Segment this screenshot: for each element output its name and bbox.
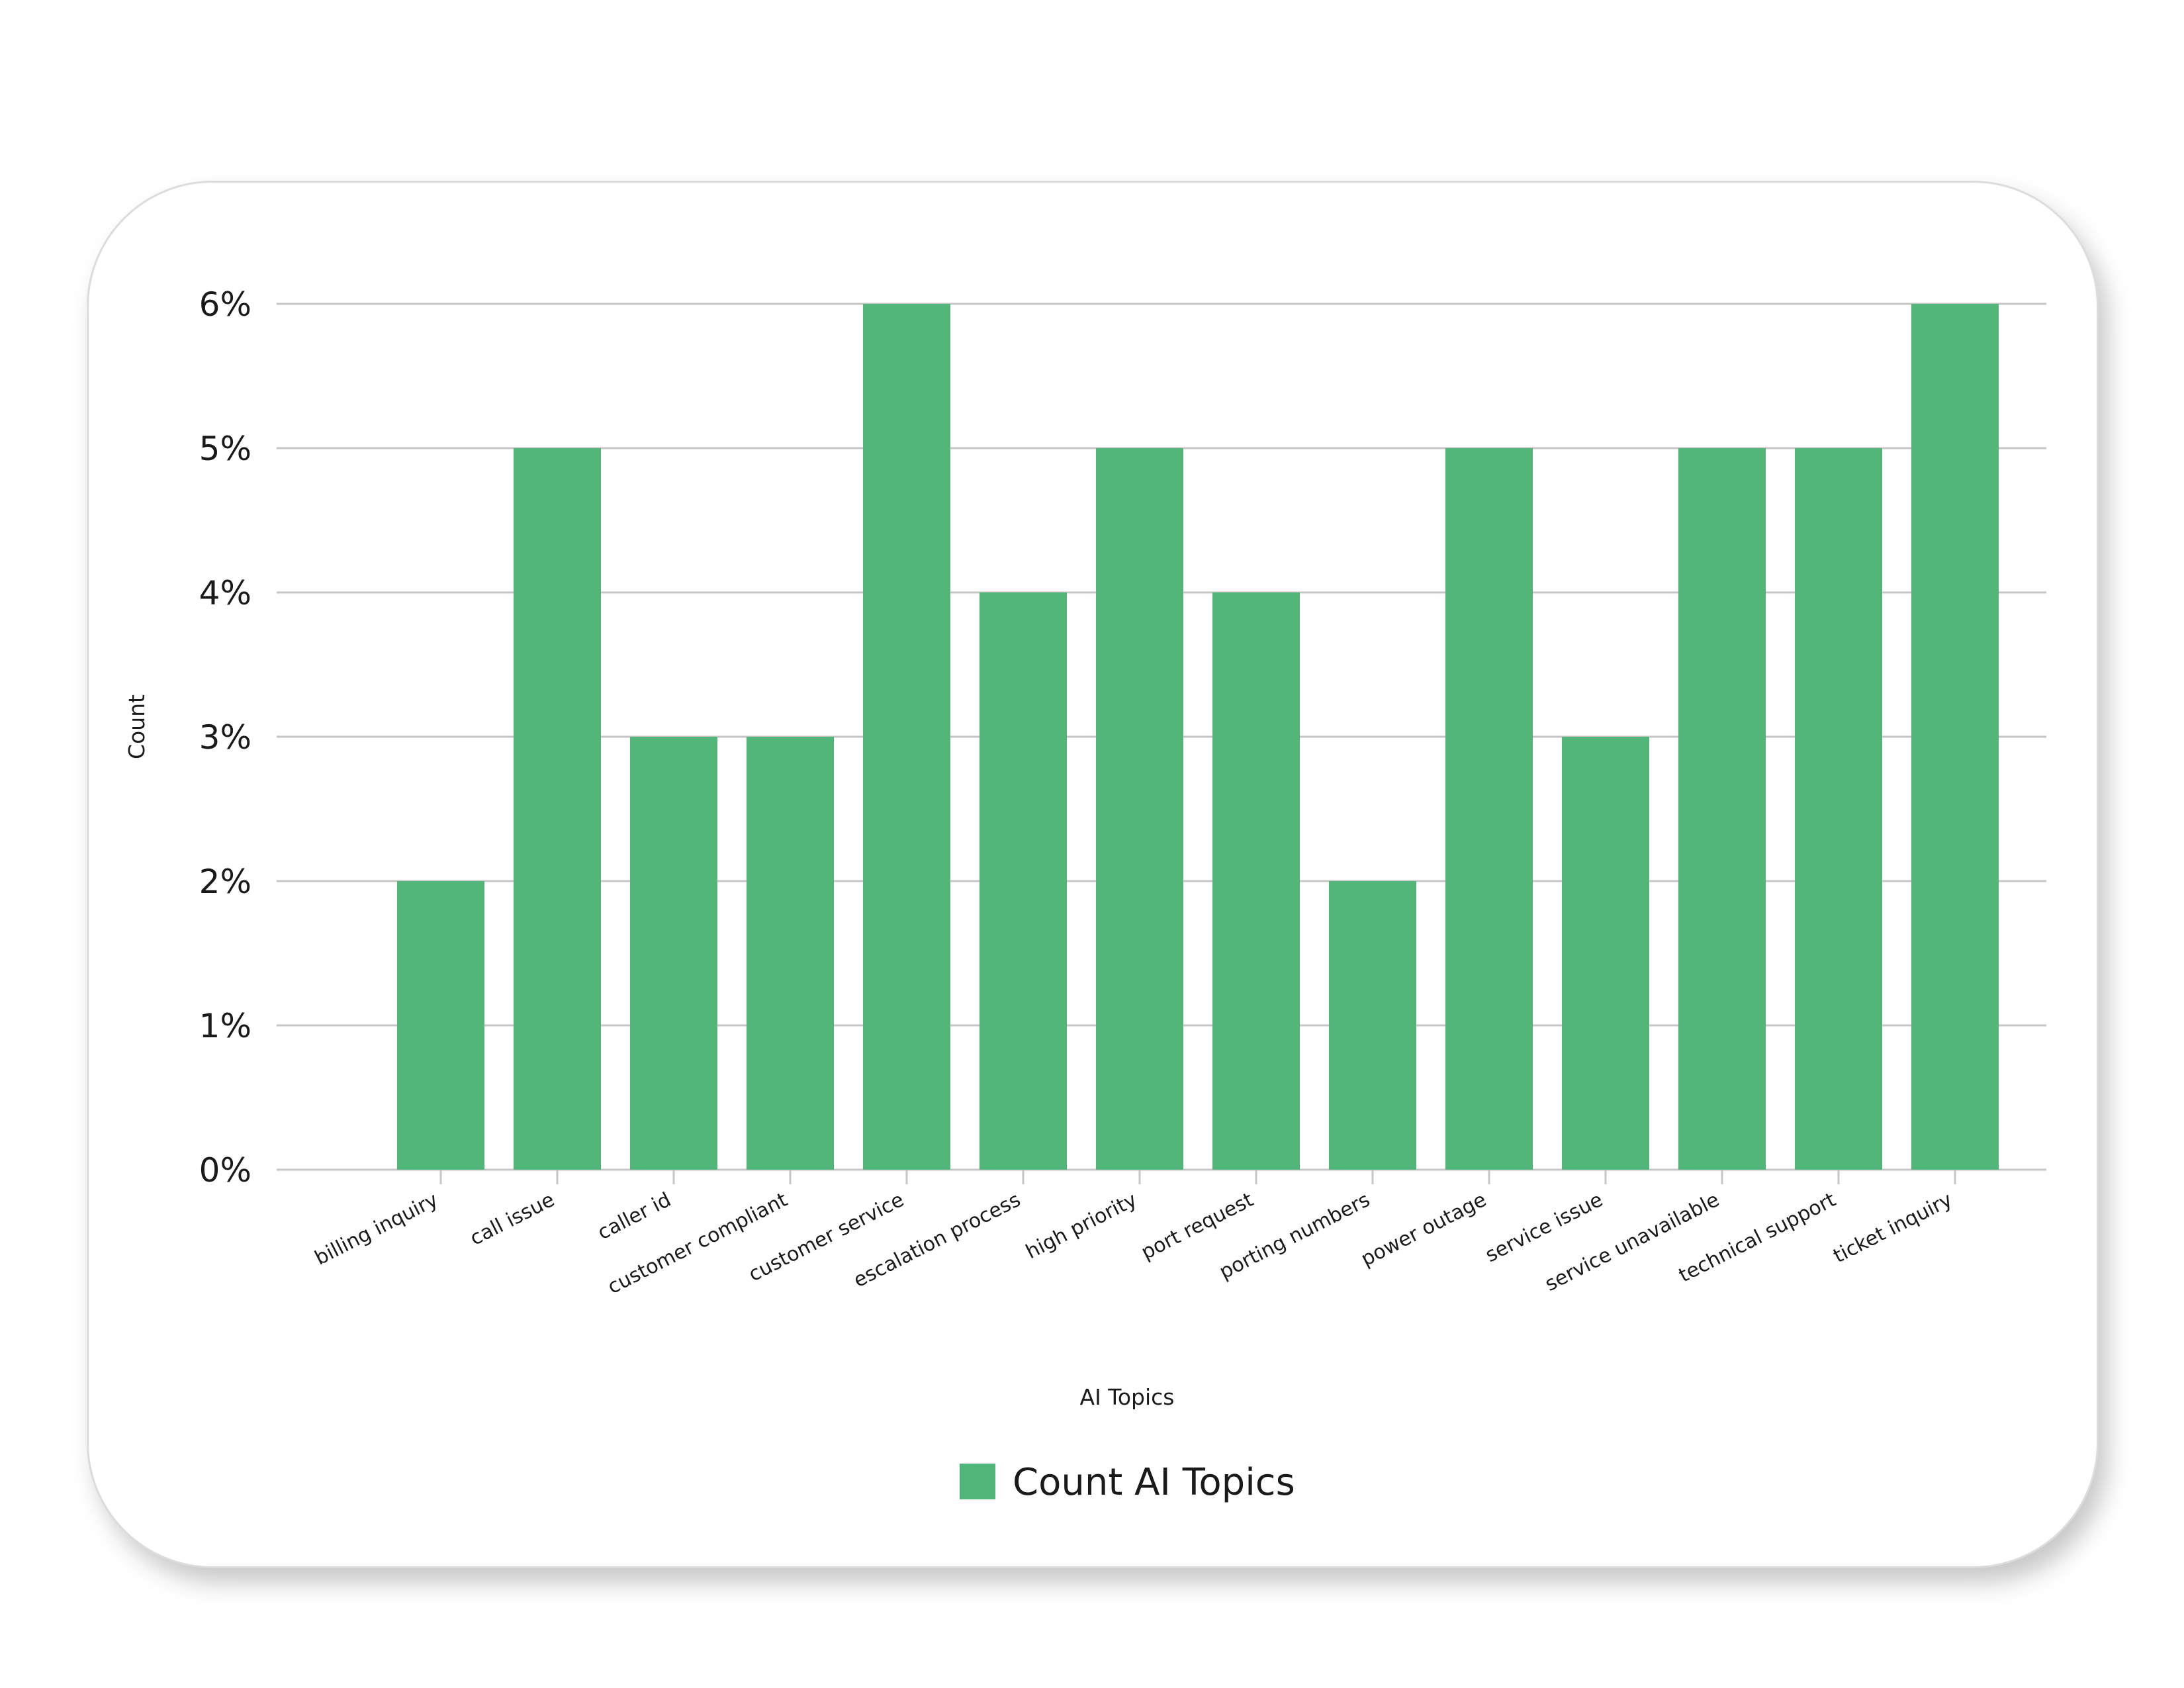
x-tick-label: billing inquiry <box>311 1188 441 1270</box>
bar[interactable] <box>1445 448 1533 1170</box>
y-tick-label: 1% <box>199 1007 251 1045</box>
bar[interactable] <box>1329 881 1416 1170</box>
y-tick-label: 0% <box>199 1151 251 1190</box>
y-tick-label: 3% <box>199 718 251 757</box>
bar[interactable] <box>1911 304 1999 1170</box>
legend-label: Count AI Topics <box>1013 1461 1295 1504</box>
legend[interactable]: Count AI Topics <box>960 1461 1295 1504</box>
y-tick-label: 6% <box>199 285 251 324</box>
y-tick-label: 2% <box>199 863 251 901</box>
y-axis-tick-labels: 0% 1% 2% 3% 4% 5% 6% <box>199 285 251 1190</box>
bar[interactable] <box>979 592 1067 1170</box>
bar[interactable] <box>1562 737 1649 1170</box>
bar[interactable] <box>863 304 950 1170</box>
y-axis-title: Count <box>124 694 150 759</box>
x-axis-ticks <box>439 1170 1956 1184</box>
bar[interactable] <box>1096 448 1183 1170</box>
x-tick-label: high priority <box>1023 1188 1141 1264</box>
bar[interactable] <box>630 737 717 1170</box>
x-tick-label: call issue <box>467 1188 559 1250</box>
bar[interactable] <box>1795 448 1882 1170</box>
bar[interactable] <box>747 737 834 1170</box>
bar[interactable] <box>1212 592 1300 1170</box>
x-tick-label: ticket inquiry <box>1830 1188 1956 1268</box>
bar[interactable] <box>514 448 601 1170</box>
x-tick-label: caller id <box>594 1188 674 1244</box>
y-tick-label: 4% <box>199 574 251 612</box>
x-axis-tick-labels: billing inquiry call issue caller idcustom… <box>311 1188 1956 1299</box>
y-tick-label: 5% <box>199 430 251 468</box>
legend-swatch <box>960 1464 995 1499</box>
x-tick-label: power outage <box>1357 1188 1490 1271</box>
bars <box>397 304 1999 1170</box>
bar[interactable] <box>397 881 484 1170</box>
x-axis-title: AI Topics <box>1080 1384 1175 1410</box>
bar[interactable] <box>1678 448 1766 1170</box>
